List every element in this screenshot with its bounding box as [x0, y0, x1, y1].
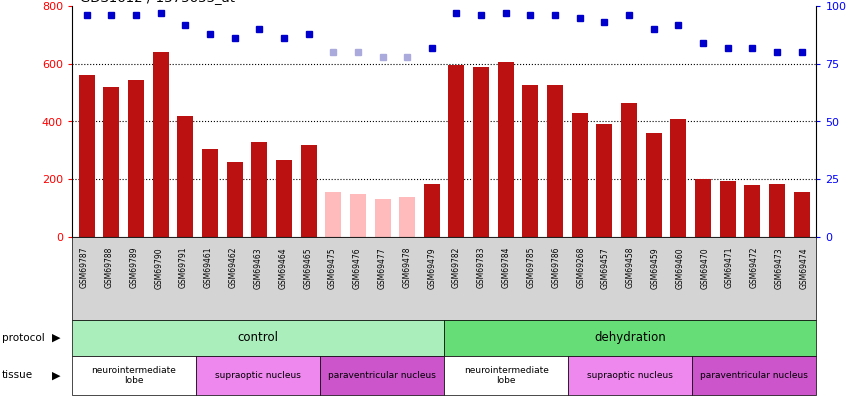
Bar — [744, 185, 761, 237]
Bar — [227, 162, 243, 237]
Text: tissue: tissue — [2, 371, 33, 380]
Text: GSM69791: GSM69791 — [179, 247, 188, 288]
Bar — [547, 85, 563, 237]
Text: GSM69788: GSM69788 — [105, 247, 113, 288]
Bar — [720, 181, 736, 237]
Bar — [572, 113, 588, 237]
Text: supraoptic nucleus: supraoptic nucleus — [215, 371, 301, 380]
Text: GSM69459: GSM69459 — [651, 247, 660, 288]
Text: GSM69268: GSM69268 — [576, 247, 585, 288]
Text: GSM69790: GSM69790 — [154, 247, 163, 288]
Bar — [103, 87, 119, 237]
Text: GSM69464: GSM69464 — [278, 247, 288, 288]
Bar — [276, 160, 292, 237]
Text: GSM69477: GSM69477 — [377, 247, 387, 288]
Text: GSM69478: GSM69478 — [403, 247, 411, 288]
Text: GSM69782: GSM69782 — [452, 247, 461, 288]
Bar — [202, 149, 218, 237]
Bar — [251, 142, 267, 237]
Text: GSM69784: GSM69784 — [502, 247, 511, 288]
Text: GSM69457: GSM69457 — [601, 247, 610, 288]
Bar — [695, 179, 711, 237]
Bar — [497, 62, 514, 237]
Bar — [424, 183, 440, 237]
Bar — [621, 103, 637, 237]
Bar — [473, 67, 489, 237]
Text: GSM69472: GSM69472 — [750, 247, 759, 288]
Bar — [794, 192, 810, 237]
Bar — [375, 199, 391, 237]
Text: supraoptic nucleus: supraoptic nucleus — [587, 371, 673, 380]
Bar — [300, 145, 316, 237]
Text: GSM69465: GSM69465 — [303, 247, 312, 288]
Text: GSM69470: GSM69470 — [700, 247, 709, 288]
Text: GSM69463: GSM69463 — [254, 247, 262, 288]
Bar — [128, 80, 144, 237]
Text: GSM69789: GSM69789 — [129, 247, 139, 288]
Text: protocol: protocol — [2, 333, 45, 343]
Text: GSM69479: GSM69479 — [427, 247, 437, 288]
Bar — [152, 52, 168, 237]
Text: GSM69458: GSM69458 — [626, 247, 634, 288]
Bar — [79, 75, 95, 237]
Text: control: control — [238, 331, 278, 344]
Bar — [448, 65, 464, 237]
Text: neurointermediate
lobe: neurointermediate lobe — [464, 366, 548, 385]
Text: GDS1612 / 1375633_at: GDS1612 / 1375633_at — [80, 0, 235, 4]
Bar — [596, 124, 613, 237]
Text: GSM69476: GSM69476 — [353, 247, 362, 288]
Text: GSM69785: GSM69785 — [526, 247, 536, 288]
Text: paraventricular nucleus: paraventricular nucleus — [328, 371, 436, 380]
Bar — [325, 192, 341, 237]
Text: GSM69471: GSM69471 — [725, 247, 734, 288]
Text: GSM69474: GSM69474 — [799, 247, 809, 288]
Bar — [399, 196, 415, 237]
Text: GSM69461: GSM69461 — [204, 247, 213, 288]
Text: GSM69473: GSM69473 — [775, 247, 783, 288]
Bar — [523, 85, 538, 237]
Bar — [350, 194, 365, 237]
Text: ▶: ▶ — [52, 371, 61, 380]
Text: GSM69787: GSM69787 — [80, 247, 89, 288]
Text: ▶: ▶ — [52, 333, 61, 343]
Text: dehydration: dehydration — [595, 331, 666, 344]
Text: paraventricular nucleus: paraventricular nucleus — [700, 371, 808, 380]
Text: GSM69786: GSM69786 — [552, 247, 560, 288]
Text: GSM69462: GSM69462 — [228, 247, 238, 288]
Text: neurointermediate
lobe: neurointermediate lobe — [91, 366, 176, 385]
Text: GSM69783: GSM69783 — [477, 247, 486, 288]
Bar — [769, 183, 785, 237]
Bar — [670, 119, 686, 237]
Bar — [645, 133, 662, 237]
Text: GSM69460: GSM69460 — [675, 247, 684, 288]
Bar — [178, 116, 194, 237]
Text: GSM69475: GSM69475 — [328, 247, 337, 288]
